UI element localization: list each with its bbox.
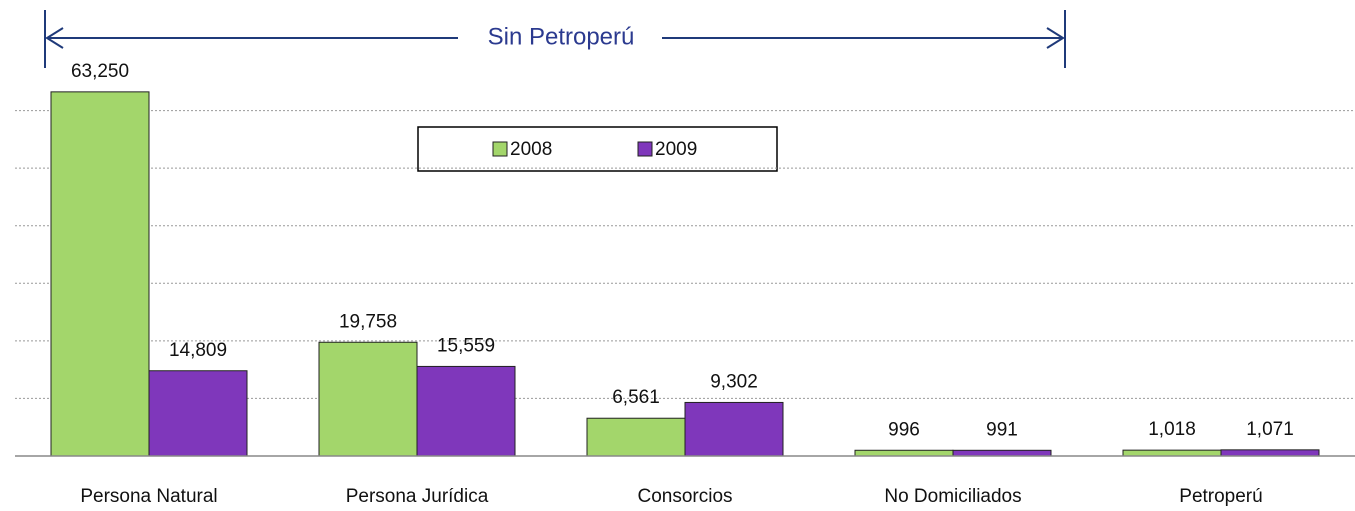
arrow-head (1046, 27, 1065, 49)
arrow-head (45, 27, 64, 49)
value-label: 1,071 (1246, 419, 1294, 440)
x-tick-label: Persona Natural (80, 486, 217, 507)
value-label: 15,559 (437, 335, 495, 356)
annotation: Sin Petroperú (488, 23, 635, 50)
x-tick-label: No Domiciliados (884, 486, 1021, 507)
x-tick-label: Consorcios (637, 486, 732, 507)
value-label: 996 (888, 419, 920, 440)
x-tick-label: Persona Jurídica (346, 486, 489, 507)
bar (50, 91, 150, 457)
bar (1122, 449, 1222, 457)
legend-swatch (637, 141, 653, 157)
legend (417, 126, 778, 172)
legend-label: 2009 (655, 139, 697, 160)
legend-swatch (492, 141, 508, 157)
bar (1220, 449, 1320, 457)
value-label: 63,250 (71, 61, 129, 82)
bar (952, 449, 1052, 457)
bar (318, 341, 418, 457)
value-label: 14,809 (169, 340, 227, 361)
bar (586, 417, 686, 457)
bar (416, 365, 516, 457)
x-tick-label: Petroperú (1179, 486, 1262, 507)
value-label: 9,302 (710, 371, 758, 392)
value-label: 19,758 (339, 311, 397, 332)
bar (854, 449, 954, 457)
bar (684, 401, 784, 457)
value-label: 991 (986, 419, 1018, 440)
value-label: 1,018 (1148, 419, 1196, 440)
legend-label: 2008 (510, 139, 552, 160)
value-label: 6,561 (612, 387, 660, 408)
bar (148, 370, 248, 457)
